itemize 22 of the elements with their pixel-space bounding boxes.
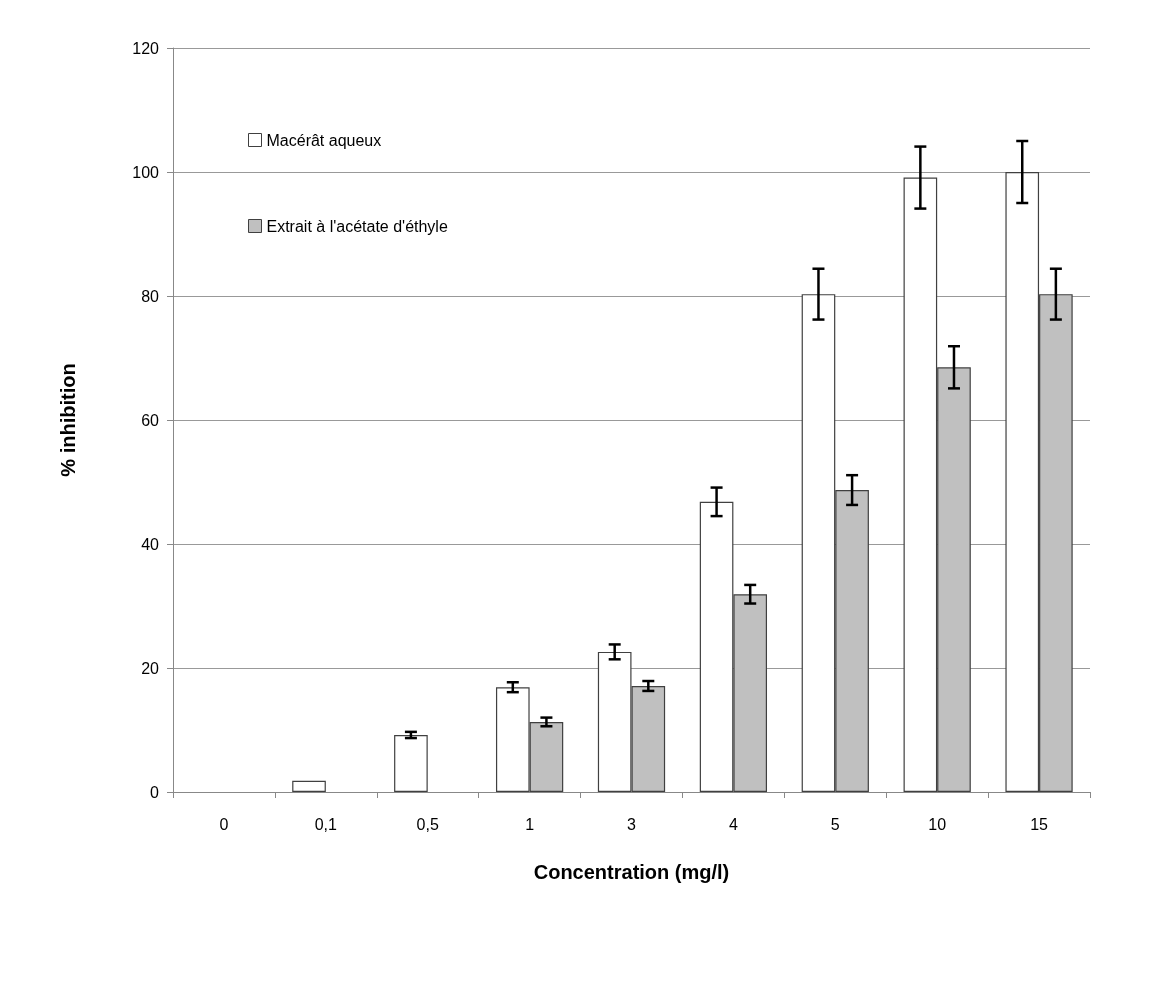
x-tick-label: 1 [525,815,535,833]
x-axis-title: Concentration (mg/l) [533,861,730,883]
x-tick-label: 4 [728,815,738,833]
y-tick-label: 0 [150,783,160,801]
x-tick-label: 5 [830,815,840,833]
y-tick-label: 60 [141,411,160,429]
x-tick-label: 15 [1030,815,1049,833]
bar [394,734,428,792]
bar [292,780,326,792]
legend-label: Extrait à l'acétate d'éthyle [266,217,448,235]
y-tick-label: 40 [141,535,160,553]
y-tick-label: 20 [141,659,160,677]
x-tick-label: 10 [928,815,947,833]
x-tick-label: 0,5 [416,815,439,833]
x-tick-label: 0,1 [314,815,338,833]
x-tick-label: 0 [219,815,229,833]
legend-label: Macérât aqueux [266,131,382,149]
x-tick-label: 3 [627,815,637,833]
y-axis-title: % inhibition [57,363,79,477]
y-tick-label: 100 [132,163,160,181]
y-tick-label: 80 [141,287,160,305]
y-tick-label: 120 [132,39,160,57]
